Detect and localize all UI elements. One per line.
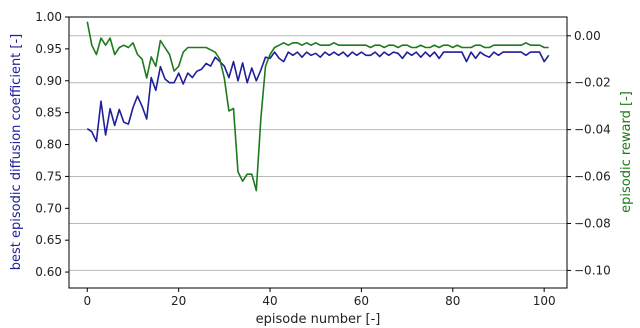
y-axis-right-title: episodic reward [-]: [619, 91, 634, 213]
y-left-tick-label: 0.80: [35, 138, 62, 152]
y-left-tick-label: 1.00: [35, 10, 62, 24]
y-right-tick-label: −0.10: [574, 263, 611, 277]
y-left-tick-label: 0.75: [35, 169, 62, 183]
y-left-tick-label: 0.65: [35, 233, 62, 247]
y-left-tick-label: 0.85: [35, 106, 62, 120]
y-left-tick-label: 0.90: [35, 74, 62, 88]
x-tick-label: 0: [83, 294, 91, 308]
y-left-tick-label: 0.60: [35, 265, 62, 279]
y-axis-left: 0.60 0.65 0.70 0.75 0.80 0.85 0.90 0.95 1.00: [35, 10, 69, 279]
y-axis-left-title: best episodic diffusion coefficient [-]: [9, 34, 24, 270]
y-right-tick-label: −0.06: [574, 170, 611, 184]
diffusion-coefficient-line: [86, 51, 550, 143]
y-right-tick-label: 0.00: [574, 29, 601, 43]
x-axis: 0 20 40 60 80 100: [83, 288, 556, 308]
y-axis-right: 0.00 −0.02 −0.04 −0.06 −0.08 −0.10: [567, 29, 611, 277]
y-left-tick-label: 0.70: [35, 201, 62, 215]
x-axis-title: episode number [-]: [256, 312, 381, 327]
episodic-reward-line: [86, 21, 549, 192]
x-tick-label: 100: [533, 294, 556, 308]
plot-frame: [68, 16, 568, 289]
gridlines: [69, 35, 567, 271]
y-right-tick-label: −0.04: [574, 123, 611, 137]
y-left-tick-label: 0.95: [35, 42, 62, 56]
series-layer: [86, 21, 550, 192]
x-tick-label: 80: [445, 294, 460, 308]
y-right-tick-label: −0.08: [574, 216, 611, 230]
x-tick-label: 60: [354, 294, 369, 308]
y-right-tick-label: −0.02: [574, 76, 611, 90]
x-tick-label: 40: [262, 294, 277, 308]
x-tick-label: 20: [171, 294, 186, 308]
